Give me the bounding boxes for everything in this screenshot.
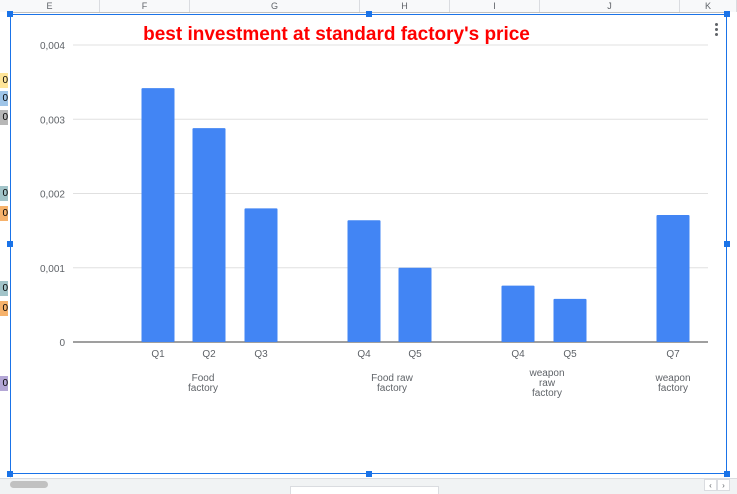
- cell-fragment[interactable]: 0: [0, 281, 8, 296]
- bar: [501, 285, 535, 342]
- x-group-label: Food: [192, 373, 215, 384]
- bar: [192, 128, 226, 342]
- x-tick-label: Q5: [563, 349, 577, 360]
- x-group-label: factory: [658, 383, 688, 394]
- column-header-j[interactable]: J: [540, 0, 680, 12]
- y-tick-label: 0,003: [40, 115, 65, 126]
- right-cell-strip: [729, 12, 737, 482]
- x-group-label: weapon: [528, 368, 564, 379]
- column-header-e[interactable]: E: [0, 0, 100, 12]
- resize-handle-bottom[interactable]: [366, 471, 372, 477]
- cell-fragment[interactable]: 0: [0, 376, 8, 391]
- bar: [141, 88, 175, 342]
- cell-fragment[interactable]: 0: [0, 301, 8, 316]
- x-tick-label: Q7: [666, 349, 680, 360]
- column-header-h[interactable]: H: [360, 0, 450, 12]
- bar-chart-plot: 0 0,001 0,002 0,003 0,004 Q1 Q2 Q3 Q4 Q5 Q4 Q5 Q7 Foo…: [40, 41, 708, 399]
- resize-handle-bottom-right[interactable]: [724, 471, 730, 477]
- cell-fragment[interactable]: 0: [0, 110, 8, 125]
- scroll-right-button[interactable]: ›: [717, 479, 730, 491]
- sheet-tab-fragment[interactable]: [290, 486, 439, 494]
- x-group-label: factory: [377, 383, 407, 394]
- resize-handle-top[interactable]: [366, 11, 372, 17]
- bar: [656, 215, 690, 342]
- cell-fragment[interactable]: 0: [0, 206, 8, 221]
- x-tick-label: Q4: [357, 349, 371, 360]
- x-tick-label: Q5: [408, 349, 422, 360]
- y-tick-label: 0,002: [40, 190, 65, 201]
- bar: [398, 267, 432, 342]
- resize-handle-top-left[interactable]: [7, 11, 13, 17]
- cell-fragment[interactable]: 0: [0, 91, 8, 106]
- resize-handle-left[interactable]: [7, 241, 13, 247]
- bar: [553, 298, 587, 342]
- x-tick-label: Q1: [151, 349, 165, 360]
- bar: [347, 220, 381, 342]
- scroll-left-button[interactable]: ‹: [704, 479, 717, 491]
- x-tick-label: Q3: [254, 349, 268, 360]
- column-header-f[interactable]: F: [100, 0, 190, 12]
- horizontal-scrollbar-thumb[interactable]: [10, 481, 48, 488]
- column-header-i[interactable]: I: [450, 0, 540, 12]
- y-tick-label: 0,001: [40, 264, 65, 275]
- embedded-chart[interactable]: best investment at standard factory's pr…: [10, 14, 727, 474]
- cell-fragment[interactable]: 0: [0, 186, 8, 201]
- y-tick-label: 0: [59, 338, 65, 349]
- bar: [244, 208, 278, 342]
- chart-title[interactable]: best investment at standard factory's pr…: [143, 24, 530, 45]
- x-group-label: weapon: [654, 373, 690, 384]
- resize-handle-right[interactable]: [724, 241, 730, 247]
- x-group-label: factory: [188, 383, 218, 394]
- x-group-label: Food raw: [371, 373, 413, 384]
- cell-fragment[interactable]: 0: [0, 73, 8, 88]
- y-tick-label: 0,004: [40, 41, 65, 52]
- x-tick-label: Q2: [202, 349, 216, 360]
- resize-handle-bottom-left[interactable]: [7, 471, 13, 477]
- x-tick-label: Q4: [511, 349, 525, 360]
- kebab-menu-icon[interactable]: [715, 21, 721, 38]
- x-group-label: raw: [539, 378, 556, 389]
- resize-handle-top-right[interactable]: [724, 11, 730, 17]
- x-group-label: factory: [532, 388, 562, 399]
- column-header-g[interactable]: G: [190, 0, 360, 12]
